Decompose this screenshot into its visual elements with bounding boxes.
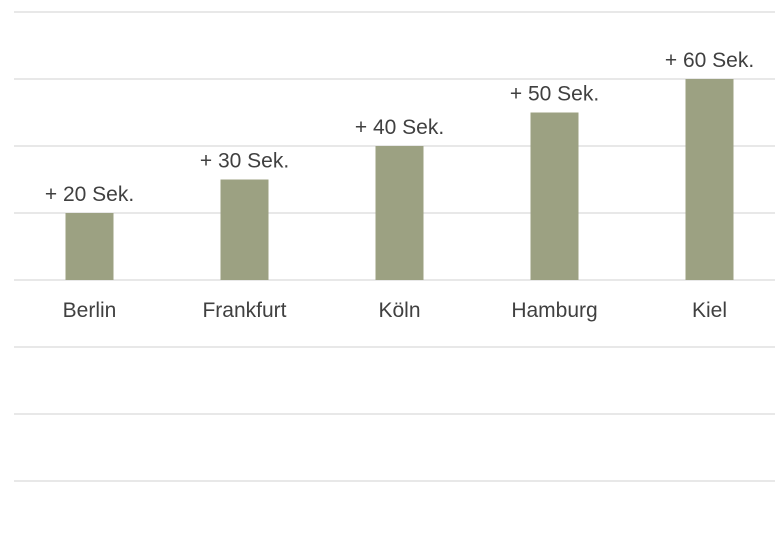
bar-frankfurt <box>220 179 269 280</box>
data-label: + 40 Sek. <box>355 116 444 139</box>
category-label: Kiel <box>692 299 727 322</box>
data-label: + 30 Sek. <box>200 150 289 173</box>
category-labels: Berlin Frankfurt Köln Hamburg Kiel <box>63 299 727 322</box>
bar-berlin <box>65 213 114 280</box>
category-label: Köln <box>378 299 420 322</box>
data-label: + 20 Sek. <box>45 183 134 206</box>
category-label: Frankfurt <box>202 299 286 322</box>
data-label: + 60 Sek. <box>665 49 754 72</box>
category-label: Hamburg <box>511 299 597 322</box>
data-labels: + 20 Sek. + 30 Sek. + 40 Sek. + 50 Sek. + 60… <box>45 49 754 206</box>
bar-hamburg <box>530 112 579 280</box>
bar-kiel <box>685 79 734 280</box>
category-label: Berlin <box>63 299 117 322</box>
bars <box>65 79 734 280</box>
bar-k-ln <box>375 146 424 280</box>
data-label: + 50 Sek. <box>510 83 599 106</box>
